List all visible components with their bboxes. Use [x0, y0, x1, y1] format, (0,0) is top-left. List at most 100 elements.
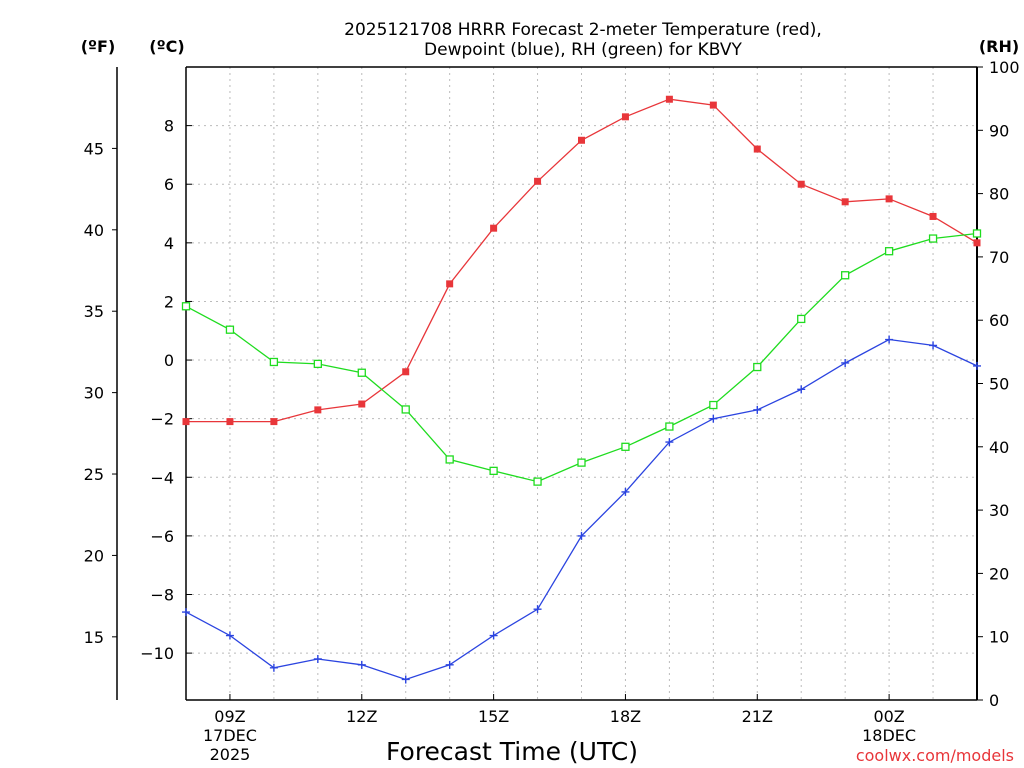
data-point-rh: [709, 400, 718, 410]
celsius-tick-label: −4: [150, 468, 174, 487]
rh-tick-label: 50: [989, 375, 1009, 394]
data-point-rh: [489, 466, 498, 476]
grid: [186, 67, 977, 700]
data-point-dewpoint: [182, 608, 190, 617]
data-point-rh: [313, 359, 322, 369]
data-point-rh: [753, 362, 762, 372]
data-point-rh: [841, 271, 850, 280]
x-tick-label: 12Z: [346, 707, 377, 726]
data-point-temperature: [885, 195, 893, 203]
data-point-temperature: [753, 145, 761, 153]
data-point-temperature: [270, 418, 278, 426]
data-point-temperature: [314, 406, 322, 414]
data-point-temperature: [446, 280, 454, 288]
rh-tick-label: 10: [989, 628, 1009, 647]
celsius-tick-label: −2: [150, 410, 174, 429]
data-point-temperature: [797, 180, 805, 188]
data-point-dewpoint: [533, 605, 542, 614]
data-point-dewpoint: [489, 631, 498, 640]
celsius-tick-label: 6: [164, 175, 174, 194]
x-tick-label: 09Z: [214, 707, 245, 726]
data-point-dewpoint: [225, 631, 234, 640]
data-point-rh: [621, 442, 630, 451]
data-point-rh: [533, 477, 542, 486]
rh-tick-label: 0: [989, 691, 999, 710]
data-point-rh: [225, 325, 235, 334]
x-tick-label: 21Z: [742, 707, 773, 726]
rh-tick-label: 80: [989, 185, 1009, 204]
fahrenheit-tick-label: 25: [84, 465, 104, 484]
credit-text: coolwx.com/models: [856, 746, 1014, 765]
x-tick-label: 18DEC: [862, 726, 916, 745]
data-point-rh: [181, 302, 191, 311]
rh-tick-label: 70: [989, 248, 1009, 267]
data-point-dewpoint: [621, 487, 630, 496]
x-tick-label: 18Z: [610, 707, 641, 726]
series-dewpoint: [182, 335, 981, 684]
rh-tick-label: 100: [989, 58, 1020, 77]
data-point-dewpoint: [797, 385, 806, 394]
chart-title-line2: Dewpoint (blue), RH (green) for KBVY: [424, 40, 742, 60]
data-point-temperature: [665, 95, 673, 103]
data-point-rh: [577, 458, 586, 467]
data-point-dewpoint: [973, 361, 981, 370]
chart-title-line1: 2025121708 HRRR Forecast 2-meter Tempera…: [344, 20, 822, 40]
data-point-rh: [401, 405, 410, 414]
data-point-dewpoint: [313, 654, 322, 663]
celsius-tick-label: −10: [140, 644, 174, 663]
rh-tick-label: 40: [989, 438, 1009, 457]
data-point-dewpoint: [401, 675, 410, 684]
data-point-temperature: [358, 400, 366, 408]
series-line-rh: [185, 232, 978, 483]
x-tick-label: 15Z: [478, 707, 509, 726]
data-point-temperature: [182, 418, 190, 426]
data-point-dewpoint: [357, 660, 366, 669]
series-layer: [181, 95, 982, 684]
x-tick-label: 00Z: [873, 707, 904, 726]
series-temperature: [182, 95, 981, 426]
data-point-dewpoint: [709, 414, 718, 423]
data-point-temperature: [402, 368, 410, 376]
series-rh: [181, 229, 982, 486]
data-point-temperature: [841, 198, 849, 206]
data-point-dewpoint: [929, 341, 938, 350]
celsius-tick-label: −8: [150, 586, 174, 605]
celsius-unit-label: (ºC): [149, 37, 184, 56]
data-point-rh: [357, 368, 366, 377]
data-point-rh: [928, 234, 938, 243]
celsius-tick-label: 2: [164, 292, 174, 311]
data-point-temperature: [534, 177, 542, 185]
data-point-dewpoint: [885, 335, 894, 344]
data-point-rh: [269, 357, 279, 367]
celsius-tick-label: 4: [164, 234, 174, 253]
x-tick-label: 17DEC: [203, 726, 257, 745]
rh-tick-label: 30: [989, 501, 1009, 520]
data-point-temperature: [490, 224, 498, 232]
data-point-dewpoint: [665, 438, 674, 447]
rh-unit-label: (RH): [979, 37, 1019, 56]
data-point-rh: [797, 314, 806, 324]
series-line-dewpoint: [185, 338, 978, 681]
data-point-temperature: [973, 239, 981, 247]
data-point-temperature: [709, 101, 717, 109]
rh-tick-label: 90: [989, 121, 1009, 140]
x-tick-label: 2025: [210, 745, 251, 764]
data-point-dewpoint: [445, 660, 454, 669]
data-point-temperature: [929, 212, 937, 220]
fahrenheit-tick-label: 45: [84, 139, 104, 158]
data-point-dewpoint: [577, 531, 586, 540]
data-point-dewpoint: [269, 663, 278, 672]
celsius-tick-label: 0: [164, 351, 174, 370]
axes: 86420−2−4−6−8−10454035302520151009080706…: [84, 58, 1020, 764]
data-point-temperature: [578, 136, 585, 144]
fahrenheit-tick-label: 30: [84, 384, 104, 403]
rh-tick-label: 60: [989, 311, 1009, 330]
fahrenheit-unit-label: (ºF): [81, 37, 116, 56]
x-axis-label: Forecast Time (UTC): [386, 737, 638, 766]
celsius-tick-label: 8: [164, 117, 174, 136]
data-point-rh: [445, 455, 454, 464]
fahrenheit-tick-label: 35: [84, 302, 104, 321]
fahrenheit-tick-label: 15: [84, 628, 104, 647]
data-point-rh: [884, 247, 894, 256]
